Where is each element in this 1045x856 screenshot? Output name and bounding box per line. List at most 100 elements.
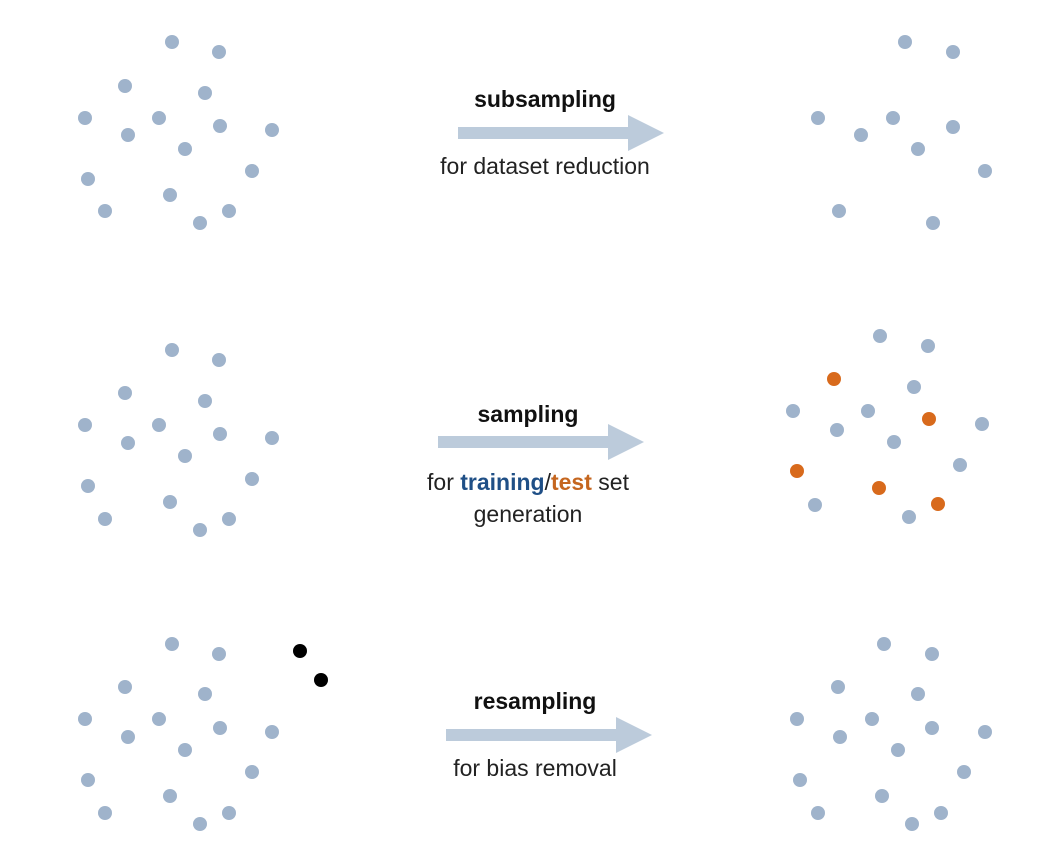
subtitle-slash: / bbox=[544, 469, 551, 495]
resampling-subtitle: for bias removal bbox=[453, 755, 617, 781]
data-point bbox=[925, 647, 939, 661]
data-point bbox=[152, 111, 166, 125]
data-point bbox=[118, 79, 132, 93]
data-point bbox=[178, 449, 192, 463]
data-point bbox=[81, 479, 95, 493]
data-point bbox=[786, 404, 800, 418]
data-point bbox=[78, 418, 92, 432]
data-point bbox=[978, 164, 992, 178]
data-point bbox=[81, 172, 95, 186]
test-data-point bbox=[922, 412, 936, 426]
data-point bbox=[222, 806, 236, 820]
data-point bbox=[854, 128, 868, 142]
data-point bbox=[78, 111, 92, 125]
training-label: training bbox=[460, 469, 545, 495]
subsampling-arrow bbox=[458, 115, 664, 151]
resampling-arrow bbox=[446, 717, 652, 753]
data-point bbox=[98, 806, 112, 820]
data-point bbox=[163, 188, 177, 202]
test-data-point bbox=[931, 497, 945, 511]
data-point bbox=[905, 817, 919, 831]
data-point bbox=[81, 773, 95, 787]
data-point bbox=[978, 725, 992, 739]
data-point bbox=[833, 730, 847, 744]
data-point bbox=[811, 806, 825, 820]
subsampling-title: subsampling bbox=[474, 86, 616, 112]
test-label: test bbox=[550, 469, 592, 495]
data-point bbox=[213, 119, 227, 133]
data-point bbox=[861, 404, 875, 418]
subtitle-suffix: set bbox=[591, 469, 629, 495]
sampling-title: sampling bbox=[477, 401, 579, 427]
data-point bbox=[98, 204, 112, 218]
data-point bbox=[212, 353, 226, 367]
data-point bbox=[121, 730, 135, 744]
data-point bbox=[165, 343, 179, 357]
data-point bbox=[887, 435, 901, 449]
data-point bbox=[877, 637, 891, 651]
subtitle-line2: generation bbox=[473, 501, 583, 527]
data-point bbox=[245, 765, 259, 779]
data-point bbox=[152, 712, 166, 726]
data-point bbox=[118, 680, 132, 694]
data-point bbox=[78, 712, 92, 726]
data-point bbox=[934, 806, 948, 820]
data-point bbox=[265, 431, 279, 445]
data-point bbox=[121, 436, 135, 450]
data-point bbox=[163, 495, 177, 509]
test-data-point bbox=[790, 464, 804, 478]
data-point bbox=[121, 128, 135, 142]
data-point bbox=[193, 216, 207, 230]
data-point bbox=[163, 789, 177, 803]
data-point bbox=[178, 743, 192, 757]
data-point bbox=[926, 216, 940, 230]
data-point bbox=[178, 142, 192, 156]
data-point bbox=[212, 45, 226, 59]
data-point bbox=[875, 789, 889, 803]
data-point bbox=[222, 512, 236, 526]
data-point bbox=[946, 120, 960, 134]
data-point bbox=[907, 380, 921, 394]
data-point bbox=[886, 111, 900, 125]
data-point bbox=[790, 712, 804, 726]
data-point bbox=[811, 111, 825, 125]
data-point bbox=[98, 512, 112, 526]
data-point bbox=[911, 142, 925, 156]
test-data-point bbox=[827, 372, 841, 386]
data-point bbox=[265, 123, 279, 137]
data-point bbox=[975, 417, 989, 431]
sampling-arrow bbox=[438, 424, 644, 460]
data-point bbox=[212, 647, 226, 661]
data-point bbox=[118, 386, 132, 400]
data-point bbox=[198, 394, 212, 408]
data-point bbox=[830, 423, 844, 437]
data-point bbox=[213, 721, 227, 735]
data-point bbox=[165, 637, 179, 651]
test-data-point bbox=[872, 481, 886, 495]
data-point bbox=[946, 45, 960, 59]
data-point bbox=[891, 743, 905, 757]
data-point bbox=[198, 86, 212, 100]
data-point bbox=[245, 164, 259, 178]
data-point bbox=[953, 458, 967, 472]
data-point bbox=[902, 510, 916, 524]
data-point bbox=[925, 721, 939, 735]
data-point bbox=[793, 773, 807, 787]
data-point bbox=[198, 687, 212, 701]
subsampling-subtitle: for dataset reduction bbox=[440, 153, 650, 179]
data-point bbox=[222, 204, 236, 218]
data-point bbox=[898, 35, 912, 49]
outlier-data-point bbox=[293, 644, 307, 658]
sampling-subtitle: for training/test set generation bbox=[378, 466, 678, 530]
data-point bbox=[245, 472, 259, 486]
data-point bbox=[165, 35, 179, 49]
data-point bbox=[921, 339, 935, 353]
outlier-data-point bbox=[314, 673, 328, 687]
data-point bbox=[832, 204, 846, 218]
data-point bbox=[873, 329, 887, 343]
resampling-title: resampling bbox=[473, 688, 597, 714]
data-point bbox=[911, 687, 925, 701]
data-point bbox=[193, 817, 207, 831]
data-point bbox=[865, 712, 879, 726]
data-point bbox=[808, 498, 822, 512]
